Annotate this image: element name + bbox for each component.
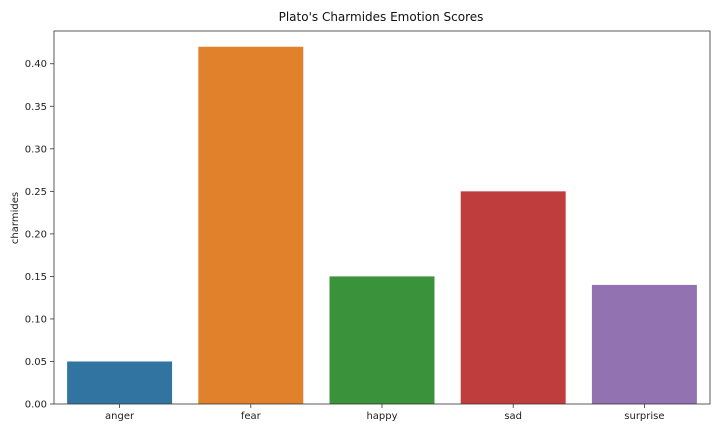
bar-happy xyxy=(329,276,435,404)
bar-fear xyxy=(198,46,304,405)
y-tick-label: 0.30 xyxy=(25,144,47,155)
bars-group xyxy=(67,46,697,405)
x-tick-label-fear: fear xyxy=(241,411,262,422)
chart-title: Plato's Charmides Emotion Scores xyxy=(279,10,484,24)
x-tick-label-happy: happy xyxy=(366,411,397,422)
x-tick-label-anger: anger xyxy=(105,411,135,422)
bar-sad xyxy=(460,191,566,404)
y-tick-label: 0.20 xyxy=(25,229,47,240)
y-axis-label: charmides xyxy=(10,192,21,244)
bar-anger xyxy=(67,361,173,404)
x-tick-label-surprise: surprise xyxy=(624,411,664,422)
y-tick-label: 0.35 xyxy=(25,102,47,113)
bar-surprise xyxy=(591,284,697,404)
x-axis-ticks: anger fear happy sad surprise xyxy=(105,404,665,422)
y-axis-ticks: 0.00 0.05 0.10 0.15 0.20 0.25 0.30 0.35 0.40 xyxy=(25,59,54,411)
y-tick-label: 0.00 xyxy=(25,400,47,411)
y-tick-label: 0.10 xyxy=(25,314,47,325)
y-tick-label: 0.40 xyxy=(25,59,47,70)
x-tick-label-sad: sad xyxy=(504,411,522,422)
y-tick-label: 0.15 xyxy=(25,272,47,283)
y-tick-label: 0.25 xyxy=(25,187,47,198)
y-tick-label: 0.05 xyxy=(25,357,47,368)
plot-frame xyxy=(53,30,711,405)
